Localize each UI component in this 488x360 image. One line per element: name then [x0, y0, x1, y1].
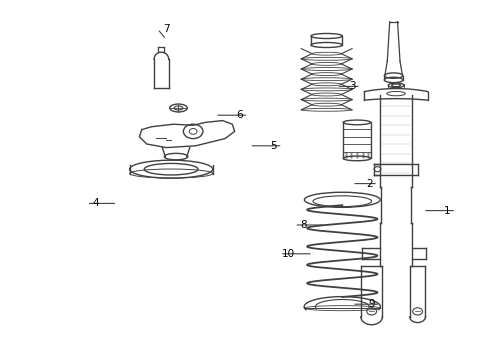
Text: 7: 7	[163, 24, 169, 34]
Text: 9: 9	[367, 299, 374, 309]
Text: 6: 6	[236, 110, 243, 120]
Text: 8: 8	[299, 220, 306, 230]
Text: 5: 5	[270, 141, 277, 151]
Text: 2: 2	[365, 179, 372, 189]
Text: 4: 4	[92, 198, 99, 208]
Text: 1: 1	[443, 206, 450, 216]
Text: 3: 3	[348, 81, 355, 91]
Text: 10: 10	[282, 249, 294, 259]
